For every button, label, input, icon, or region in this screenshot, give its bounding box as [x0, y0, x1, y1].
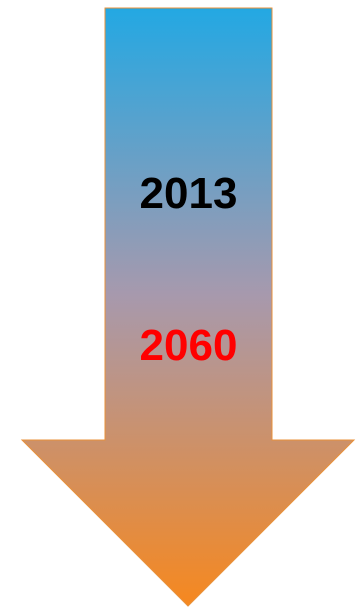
start-year-label: 2013 [139, 169, 238, 218]
down-arrow-body [20, 7, 356, 607]
end-year-label: 2060 [139, 321, 238, 370]
